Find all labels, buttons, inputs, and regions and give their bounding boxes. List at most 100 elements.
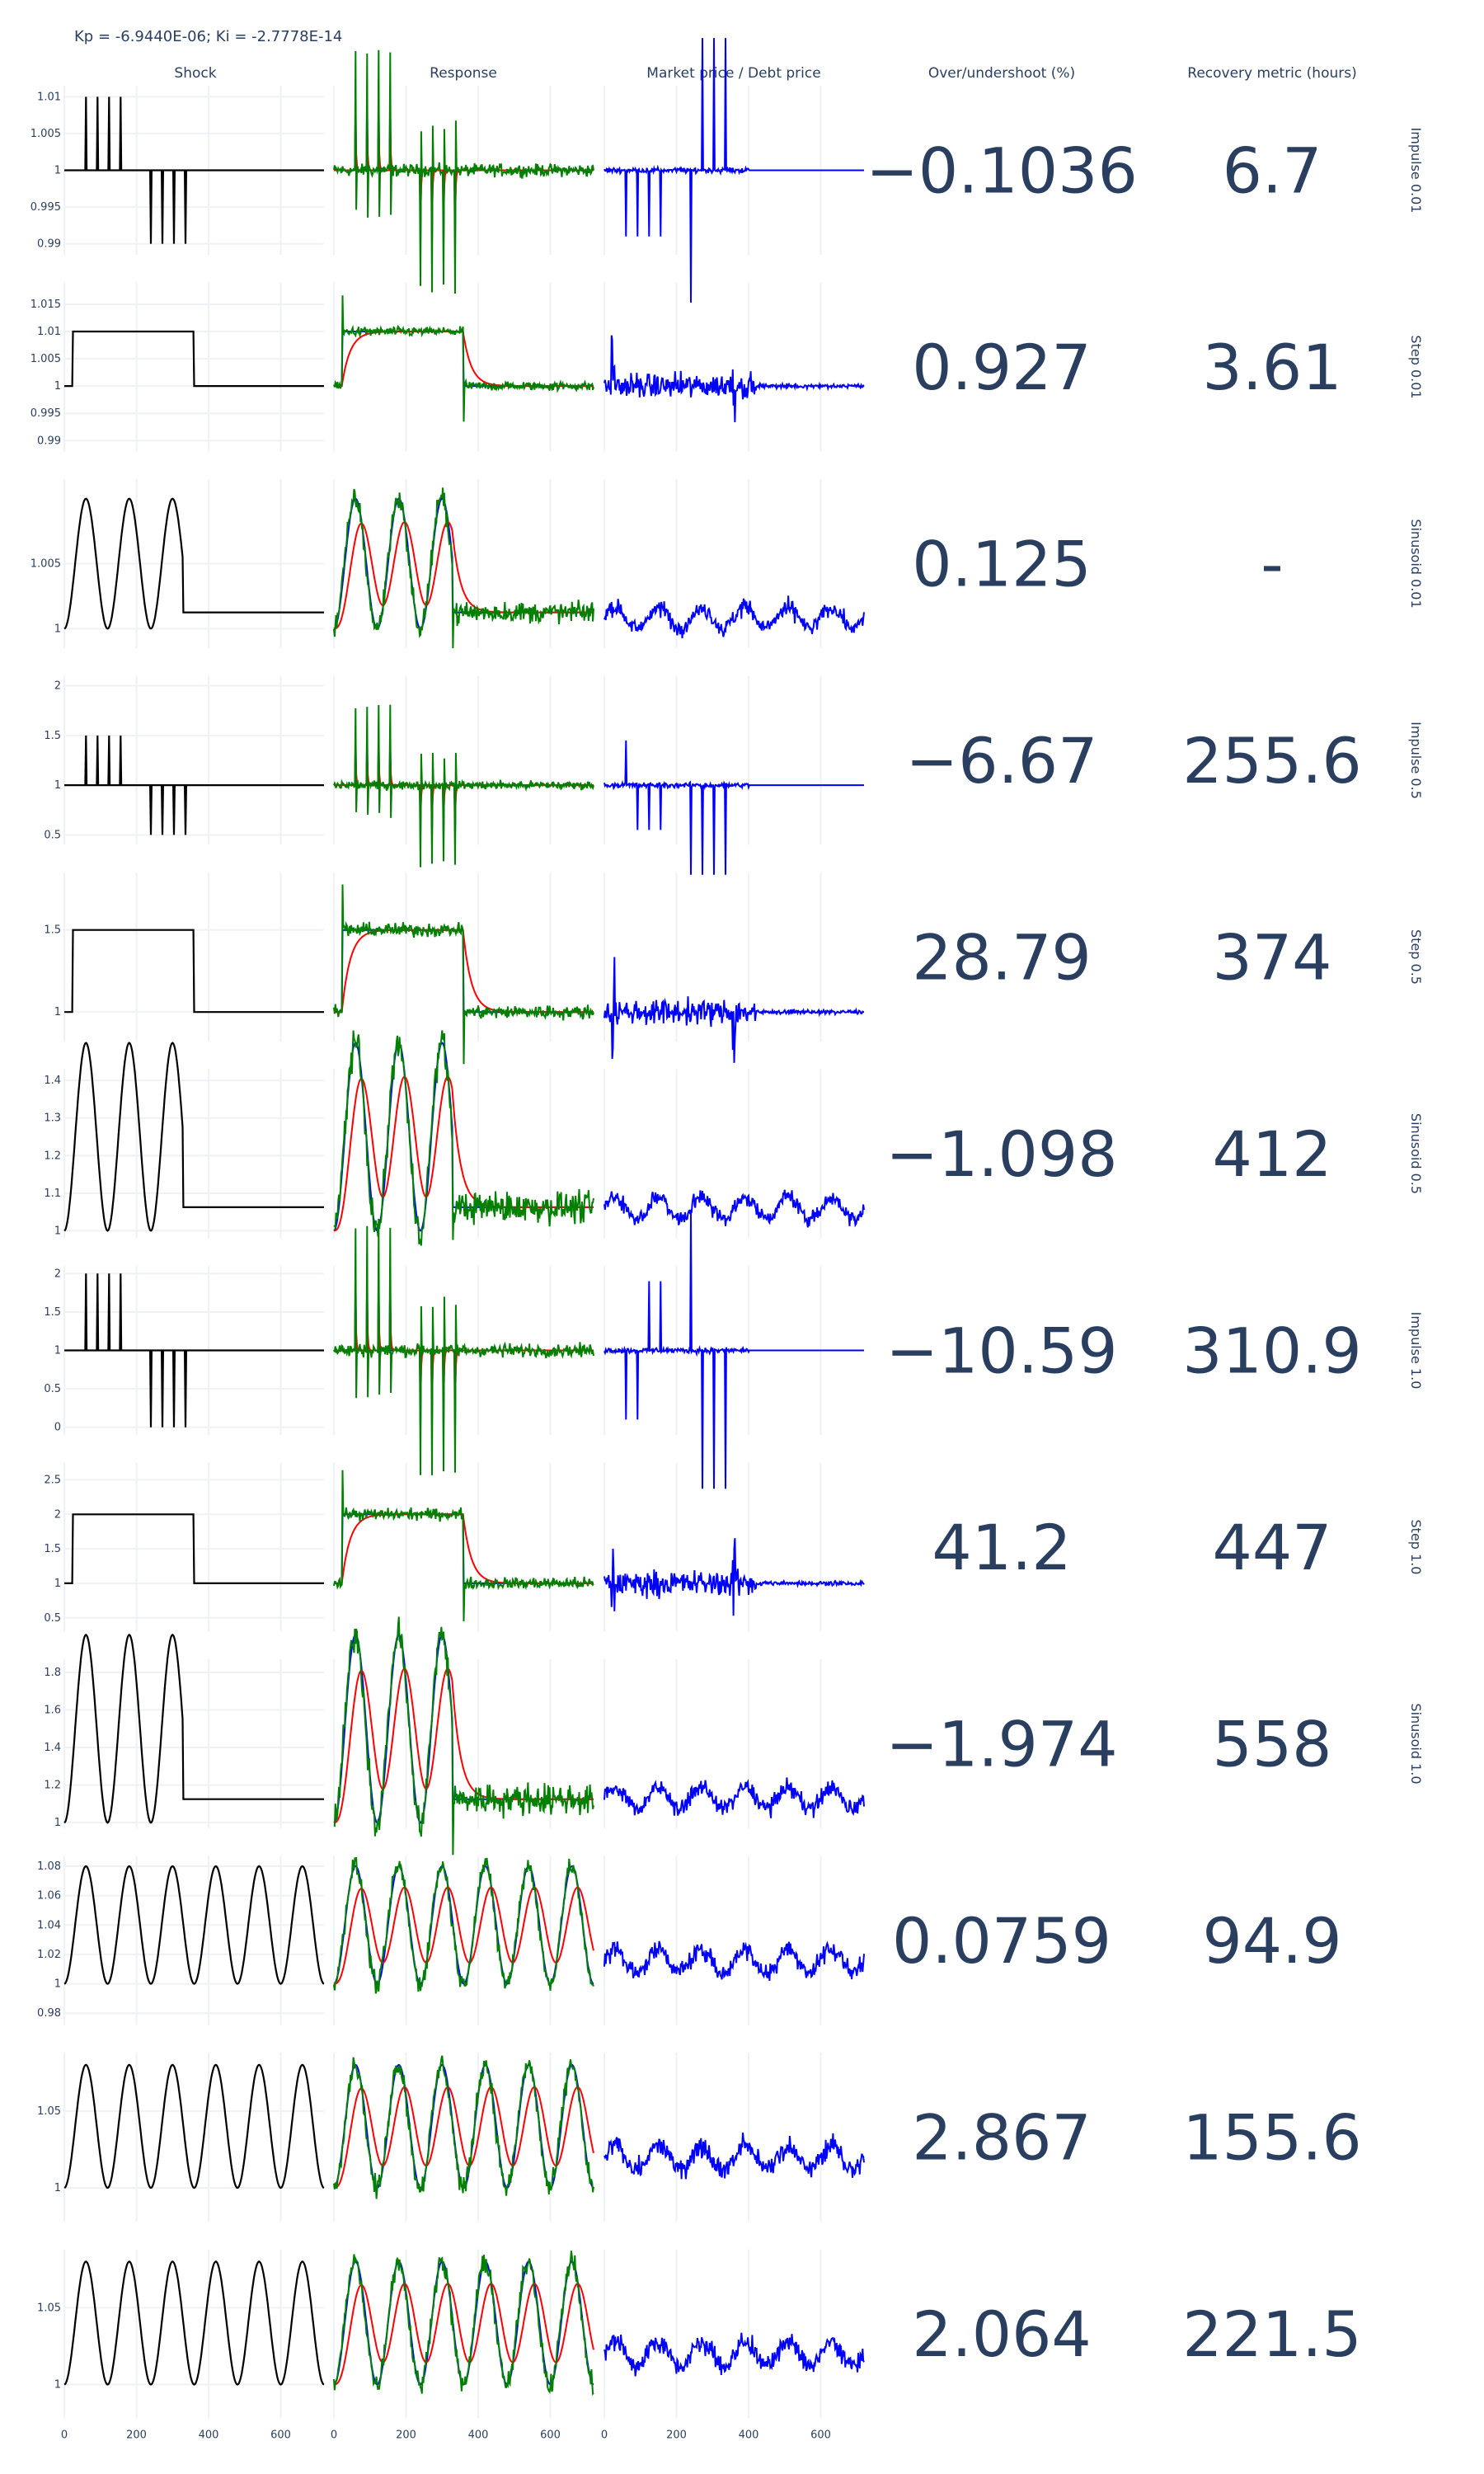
series-market: [603, 1777, 865, 1818]
y-tick-label: 0.5: [44, 1612, 61, 1625]
series-market: [603, 335, 865, 423]
row-label: Sinusoid 1.0: [1408, 1703, 1424, 1784]
y-tick-label: 2: [54, 1508, 61, 1521]
series-response-green: [333, 1616, 594, 1856]
y-tick-label: 1: [54, 1345, 61, 1357]
y-tick-label: 1: [54, 165, 61, 177]
y-tick-label: 1.8: [44, 1667, 61, 1679]
recovery-value: 255.6: [1182, 724, 1362, 797]
series-response-blue: [333, 1865, 594, 1985]
series-shock: [64, 330, 324, 388]
y-tick-label: 1.005: [31, 128, 61, 140]
series-market: [603, 595, 865, 638]
y-tick-label: 0.5: [44, 1383, 61, 1395]
col-title-response: Response: [430, 65, 497, 82]
y-tick-label: 1.4: [44, 1742, 61, 1754]
recovery-value: 412: [1212, 1117, 1331, 1191]
series-response-green: [333, 2251, 594, 2396]
y-tick-label: 2: [54, 680, 61, 693]
series-shock: [63, 2063, 325, 2189]
recovery-value: 3.61: [1202, 331, 1341, 404]
overshoot-value: 2.064: [912, 2298, 1092, 2371]
y-tick-label: 0.99: [37, 435, 61, 447]
recovery-value: 558: [1212, 1708, 1331, 1781]
series-response-green: [333, 704, 594, 868]
y-tick-label: 1.04: [37, 1919, 61, 1931]
series-response-red: [334, 1886, 594, 1985]
series-response-green: [333, 1470, 594, 1622]
series-market: [603, 38, 864, 303]
y-tick-label: 1: [54, 1978, 61, 1991]
series-response-green: [333, 49, 594, 294]
y-tick-label: 1.05: [37, 2105, 61, 2118]
y-tick-label: 1.5: [44, 1543, 61, 1555]
x-tick-label: 0: [61, 2429, 68, 2442]
overshoot-value: 41.2: [932, 1511, 1071, 1584]
y-tick-label: 1: [54, 2182, 61, 2194]
recovery-value: 447: [1212, 1511, 1331, 1584]
y-tick-label: 1: [54, 1817, 61, 1829]
y-tick-label: 1.01: [37, 91, 61, 103]
y-tick-label: 1.5: [44, 924, 61, 937]
y-tick-label: 1.2: [44, 1150, 61, 1162]
col-title-recovery: Recovery metric (hours): [1187, 65, 1356, 82]
series-shock: [64, 735, 324, 835]
y-tick-label: 0.995: [31, 407, 61, 420]
row-label: Step 0.5: [1408, 929, 1424, 985]
series-market: [603, 2332, 865, 2377]
y-tick-label: 0.99: [37, 238, 61, 251]
col-title-market: Market price / Debt price: [646, 65, 820, 82]
row-label: Sinusoid 0.01: [1408, 519, 1424, 608]
row-label: Step 0.01: [1408, 335, 1424, 398]
series-response-green: [333, 884, 594, 1065]
recovery-value: 94.9: [1202, 1904, 1341, 1978]
x-tick-label: 200: [126, 2429, 147, 2442]
overshoot-value: −10.59: [885, 1315, 1117, 1388]
x-tick-label: 600: [270, 2429, 291, 2442]
series-response-red: [334, 2086, 594, 2189]
y-tick-label: 2: [54, 1268, 61, 1280]
overshoot-value: 0.927: [912, 331, 1092, 404]
row-label: Impulse 0.01: [1408, 128, 1424, 214]
overshoot-value: −1.098: [885, 1117, 1117, 1191]
x-tick-label: 200: [666, 2429, 687, 2442]
y-tick-label: 1.01: [37, 326, 61, 338]
col-title-overshoot: Over/undershoot (%): [928, 65, 1075, 82]
series-market: [603, 1538, 865, 1616]
overshoot-value: 0.125: [912, 528, 1092, 601]
y-tick-label: 2.5: [44, 1474, 61, 1486]
y-tick-label: 1.06: [37, 1890, 61, 1903]
y-tick-label: 1.5: [44, 1306, 61, 1319]
y-tick-label: 1.2: [44, 1780, 61, 1792]
x-tick-label: 400: [199, 2429, 219, 2442]
series-market: [603, 2132, 865, 2180]
row-label: Sinusoid 0.5: [1408, 1113, 1424, 1194]
series-response-green: [333, 2055, 594, 2199]
x-tick-label: 600: [810, 2429, 831, 2442]
series-response-green: [333, 1225, 594, 1475]
figure-title: Kp = -6.9440E-06; Ki = -2.7778E-14: [74, 28, 342, 45]
y-tick-label: 1.005: [31, 353, 61, 365]
y-tick-label: 1: [54, 380, 61, 393]
col-title-shock: Shock: [174, 65, 216, 82]
series-market: [603, 1211, 864, 1489]
y-tick-label: 1.4: [44, 1075, 61, 1087]
recovery-value: 6.7: [1223, 134, 1322, 208]
series-market: [603, 1940, 865, 1982]
overshoot-value: 2.867: [912, 2101, 1092, 2175]
series-shock: [63, 1865, 325, 1985]
y-tick-label: 1: [54, 623, 61, 635]
y-tick-label: 1.005: [31, 558, 61, 571]
recovery-value: 221.5: [1182, 2298, 1362, 2371]
y-tick-label: 0.98: [37, 2007, 61, 2020]
series-response-green: [333, 487, 594, 649]
series-response-green: [333, 1030, 594, 1246]
y-tick-label: 1.3: [44, 1112, 61, 1125]
series-shock: [64, 96, 324, 244]
series-shock: [63, 1634, 324, 1824]
recovery-value: 374: [1212, 921, 1331, 995]
overshoot-value: −1.974: [885, 1708, 1117, 1781]
y-tick-label: 1.1: [44, 1188, 61, 1200]
y-tick-label: 1.05: [37, 2302, 61, 2314]
